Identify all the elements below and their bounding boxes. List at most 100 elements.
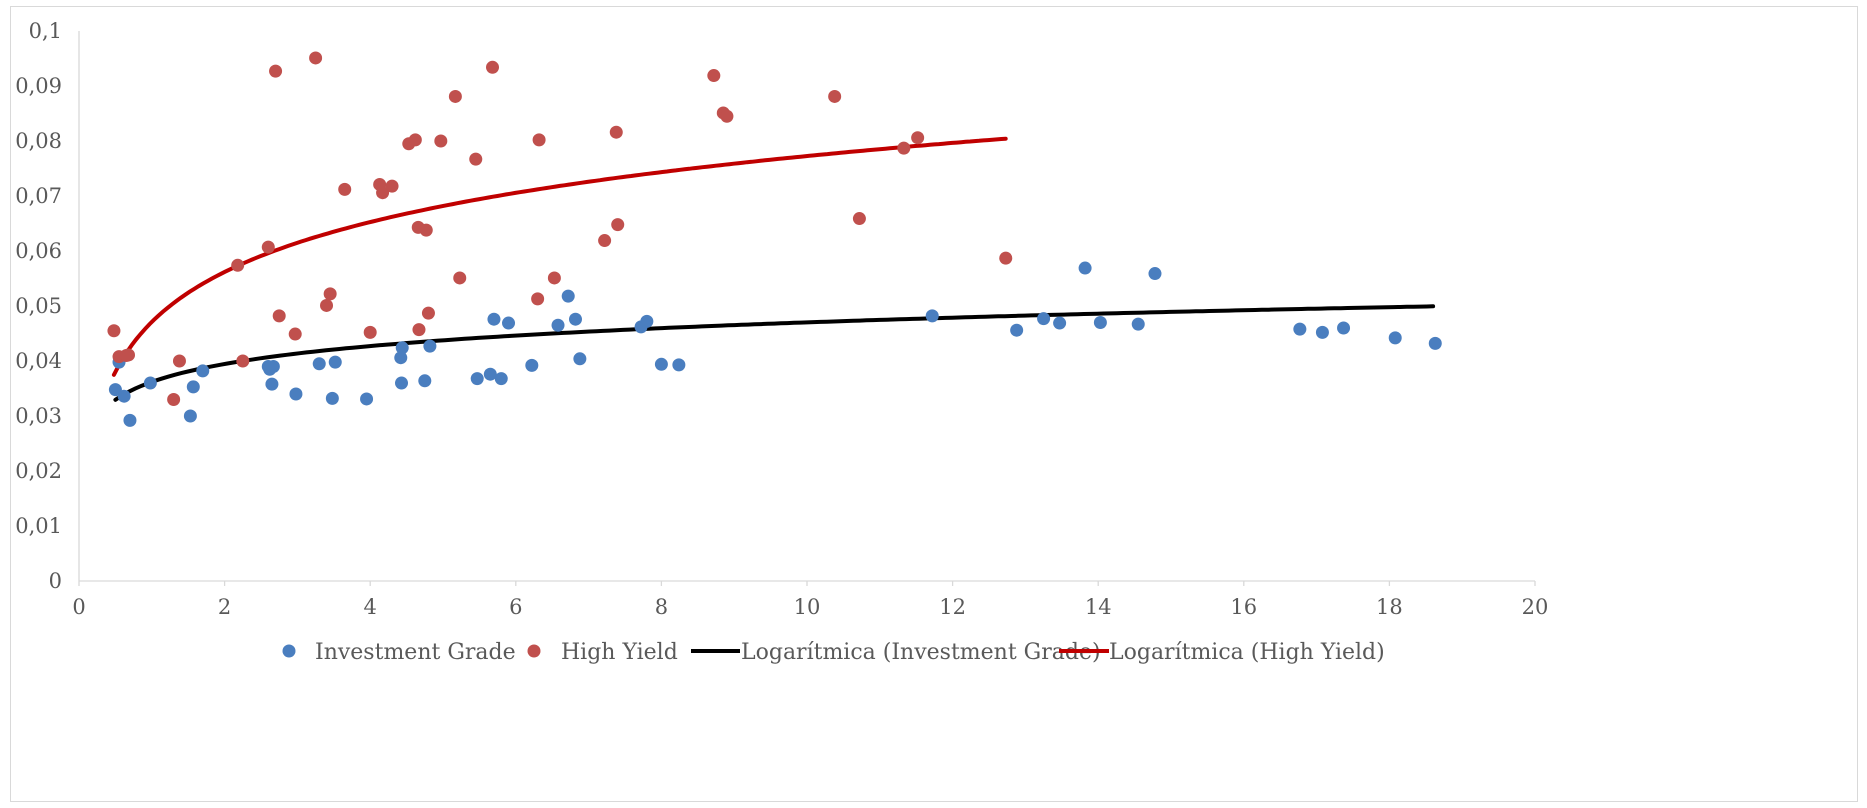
series-investment-grade [108, 261, 1442, 427]
data-point [196, 364, 210, 378]
data-point [360, 392, 374, 406]
data-point [525, 358, 539, 372]
data-point [1093, 316, 1107, 329]
x-tick-label: 8 [655, 595, 668, 619]
data-point [266, 360, 280, 373]
data-point [265, 377, 279, 391]
data-point [547, 271, 561, 285]
data-point [338, 182, 352, 196]
data-point [494, 372, 508, 386]
y-tick-label: 0,06 [15, 239, 62, 263]
data-point [448, 89, 462, 103]
data-point [502, 316, 516, 330]
y-tick-label: 0,09 [15, 74, 62, 98]
data-point [363, 325, 377, 339]
data-point [470, 372, 484, 386]
data-point [453, 271, 467, 285]
data-point [568, 312, 582, 326]
legend-item: Logarítmica (High Yield) [1059, 640, 1385, 665]
data-point [999, 251, 1013, 265]
data-point [419, 223, 433, 237]
data-point [288, 327, 302, 341]
data-point [1010, 323, 1024, 337]
data-point [143, 376, 157, 390]
x-tick-label: 4 [364, 595, 377, 619]
axes: 0 0,01 0,02 0,03 0,04 0,05 0,06 0,07 0,08 0,09 0,1… [15, 19, 1548, 619]
x-tick-label: 16 [1230, 595, 1257, 619]
trendline [113, 304, 1436, 402]
data-point [1337, 321, 1351, 335]
data-point [707, 69, 721, 83]
data-point [418, 374, 432, 388]
data-point [186, 380, 200, 394]
data-point [672, 358, 686, 372]
legend-label: Investment Grade [315, 640, 516, 665]
data-point [1037, 312, 1051, 326]
data-point [720, 109, 734, 123]
x-tick-label: 2 [218, 595, 231, 619]
y-tick-label: 0,05 [15, 294, 62, 318]
data-point [394, 351, 408, 365]
data-point [1131, 317, 1145, 331]
data-point [123, 413, 137, 427]
data-point [261, 240, 275, 254]
data-point [1428, 336, 1442, 350]
y-tick-label: 0,1 [29, 19, 62, 43]
legend-marker [527, 644, 541, 658]
data-point [551, 318, 565, 332]
data-point [325, 391, 339, 405]
data-point [1053, 316, 1067, 330]
data-point [117, 389, 131, 403]
data-point [320, 298, 334, 312]
y-tick-label: 0,07 [15, 184, 62, 208]
data-point [395, 376, 409, 390]
data-point [167, 393, 181, 406]
data-point [611, 218, 625, 232]
data-point [654, 357, 668, 371]
x-tick-label: 20 [1522, 595, 1549, 619]
data-point [423, 339, 437, 353]
legend-item: High Yield [527, 640, 678, 665]
data-point [323, 287, 337, 301]
legend-label: High Yield [561, 640, 678, 665]
legend-label: Logarítmica (High Yield) [1109, 640, 1385, 665]
data-point [328, 355, 342, 369]
data-point [376, 186, 390, 200]
data-point [598, 234, 612, 248]
data-point [434, 134, 448, 148]
legend-marker [282, 644, 296, 658]
data-point [289, 387, 303, 401]
data-point [531, 292, 545, 306]
data-point [408, 133, 422, 147]
data-point [172, 354, 186, 368]
data-point [122, 348, 136, 362]
trendline [111, 136, 1008, 377]
data-point [272, 309, 286, 323]
data-point [561, 289, 575, 303]
y-tick-label: 0,04 [15, 349, 62, 373]
data-point [897, 141, 911, 155]
legend-item: Logarítmica (Investment Grade) [691, 640, 1101, 665]
y-tick-label: 0,01 [15, 514, 62, 538]
data-point [1078, 261, 1092, 275]
y-tick-label: 0,08 [15, 129, 62, 153]
y-tick-label: 0 [49, 569, 62, 593]
data-point [236, 354, 250, 368]
legend-item: Investment Grade [282, 640, 516, 665]
data-point [532, 133, 546, 147]
data-point [385, 179, 399, 193]
data-point [1293, 322, 1307, 336]
x-tick-label: 0 [72, 595, 85, 619]
data-point [183, 409, 197, 423]
data-point [486, 60, 500, 74]
data-point [573, 352, 587, 366]
legend: Investment Grade High Yield Logarítmica (I… [282, 640, 1385, 665]
data-point [483, 367, 497, 381]
legend-label: Logarítmica (Investment Grade) [741, 640, 1101, 665]
data-point [609, 125, 623, 139]
data-points [107, 51, 1442, 427]
data-point [231, 258, 245, 272]
data-point [312, 357, 326, 371]
data-point [421, 306, 435, 320]
data-point [412, 323, 426, 337]
